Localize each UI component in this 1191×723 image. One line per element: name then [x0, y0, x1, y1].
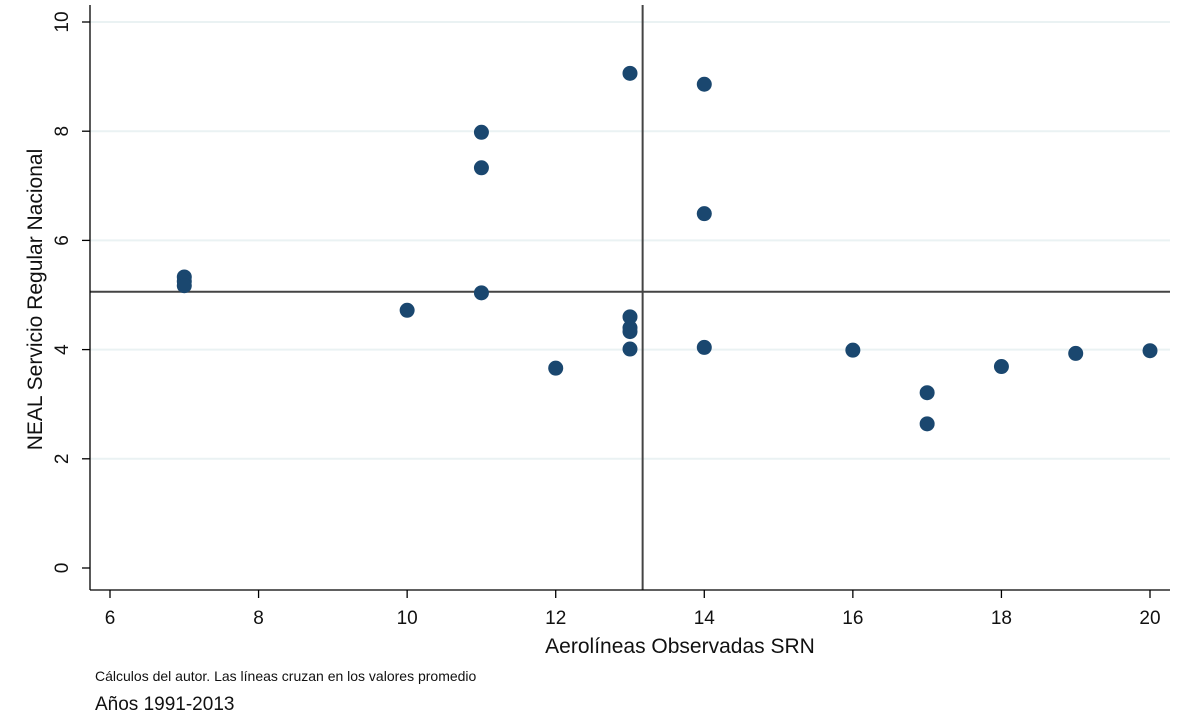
y-axis-title: NEAL Servicio Regular Nacional	[24, 149, 47, 451]
x-tick-label-8: 8	[253, 608, 264, 629]
data-point-16	[845, 342, 861, 358]
x-axis-title: Aerolíneas Observadas SRN	[545, 635, 815, 658]
data-point-8	[622, 65, 638, 81]
data-point-18	[919, 416, 935, 432]
x-tick-label-10: 10	[397, 608, 418, 629]
data-point-12	[622, 341, 638, 357]
data-point-17	[919, 385, 935, 401]
x-tick-label-14: 14	[694, 608, 716, 629]
data-point-13	[696, 76, 712, 92]
data-points	[176, 65, 1158, 432]
data-point-2	[176, 278, 192, 294]
data-point-6	[473, 285, 489, 301]
x-tick-label-18: 18	[991, 608, 1012, 629]
data-point-21	[1142, 343, 1158, 359]
y-tick-label-6: 6	[52, 235, 73, 246]
x-tick-label-20: 20	[1139, 608, 1160, 629]
x-tick-label-6: 6	[105, 608, 116, 629]
data-point-19	[993, 359, 1009, 375]
y-tick-label-4: 4	[52, 344, 73, 355]
data-point-14	[696, 206, 712, 222]
y-tick-label-0: 0	[52, 563, 73, 574]
axes: 6 8 10 12 14 16 18 20 0 2 4 6 8 10	[52, 5, 1170, 629]
footnote-years: Años 1991-2013	[95, 694, 235, 715]
y-tick-label-10: 10	[52, 11, 73, 32]
mean-lines	[90, 5, 1170, 590]
grid-lines	[90, 21, 1170, 460]
data-point-11	[622, 324, 638, 340]
data-point-9	[622, 309, 638, 325]
data-point-3	[399, 302, 415, 318]
x-tick-label-12: 12	[545, 608, 566, 629]
data-point-5	[473, 160, 489, 176]
data-point-4	[473, 124, 489, 140]
scatter-chart: 6 8 10 12 14 16 18 20 0 2 4 6 8 10 Aerolíneas Observa…	[24, 5, 1170, 658]
data-point-7	[548, 360, 564, 376]
data-point-20	[1068, 345, 1084, 361]
y-tick-label-8: 8	[52, 126, 73, 137]
y-tick-label-2: 2	[52, 454, 73, 465]
data-point-15	[696, 339, 712, 355]
x-tick-label-16: 16	[842, 608, 863, 629]
footnote-source: Cálculos del autor. Las líneas cruzan en…	[95, 668, 477, 684]
